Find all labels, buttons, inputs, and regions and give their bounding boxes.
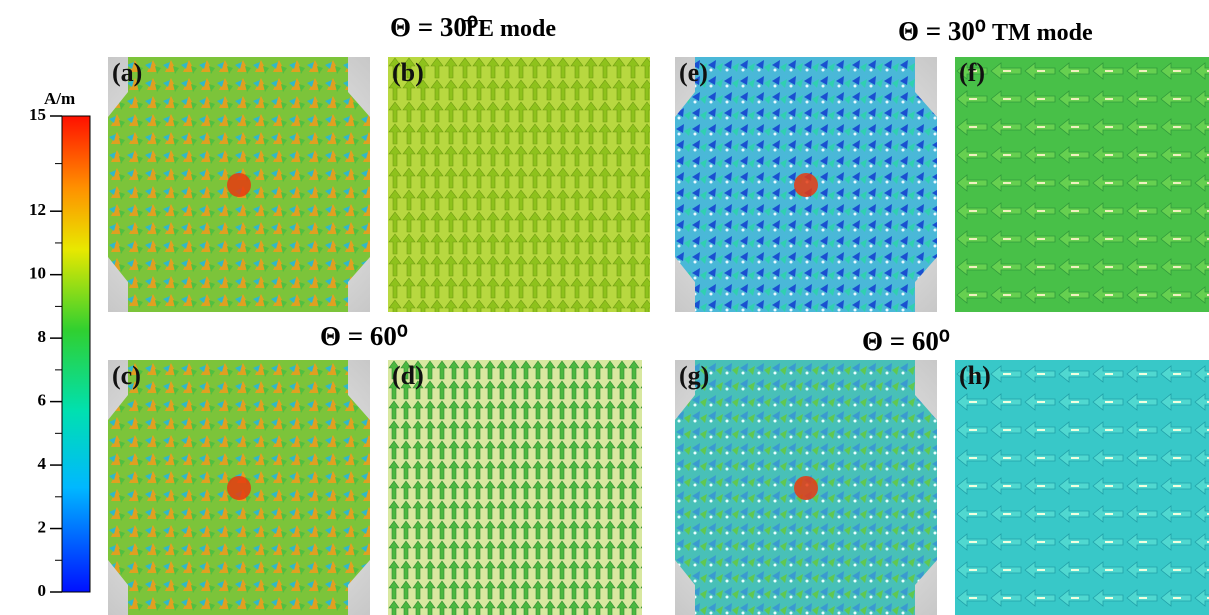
field-panel: (a) <box>108 57 370 312</box>
angle-heading: Θ = 60⁰ <box>320 321 408 351</box>
panel-label: (h) <box>959 361 991 390</box>
mode-heading: TM mode <box>992 20 1093 46</box>
field-arrows <box>388 57 650 312</box>
panel-label: (d) <box>392 361 424 390</box>
field-panel: (f) <box>955 57 1209 312</box>
field-panel: (d) <box>388 360 642 615</box>
colorbar-tick-label: 15 <box>29 105 46 124</box>
angle-heading: Θ = 30⁰ <box>898 16 986 46</box>
colorbar-tick-label: 2 <box>38 517 47 536</box>
page: {"headings": {"top_left": {"angle": "Θ =… <box>0 0 1209 615</box>
mode-heading: TE mode <box>462 16 556 42</box>
hotspot <box>794 476 818 500</box>
colorbar-tick-label: 0 <box>38 581 47 600</box>
panel-label: (g) <box>679 361 709 390</box>
panel-label: (c) <box>112 361 141 390</box>
colorbar-tick-label: 8 <box>38 327 47 346</box>
field-arrows <box>388 360 642 615</box>
colorbar-unit: A/m <box>44 89 75 108</box>
angle-heading: Θ = 60⁰ <box>862 326 950 356</box>
colorbar-ticks: 0 2 4 6 8 10 12 15 <box>29 105 62 600</box>
colorbar <box>62 116 90 592</box>
colorbar-tick-label: 6 <box>38 391 47 410</box>
panels: (a) (b) (c) (d) (e) (f) (g) (h) <box>108 57 1209 615</box>
hotspot <box>227 173 251 197</box>
field-panel: (g) <box>675 360 937 615</box>
colorbar-tick-label: 12 <box>29 200 46 219</box>
panel-label: (f) <box>959 58 985 87</box>
panel-label: (b) <box>392 58 424 87</box>
panel-label: (a) <box>112 58 142 87</box>
field-panel: (b) <box>388 57 650 312</box>
hotspot <box>227 476 251 500</box>
panel-label: (e) <box>679 58 708 87</box>
figure: Θ = 30⁰ TE mode Θ = 30⁰ TM mode Θ = 60⁰ … <box>0 0 1209 615</box>
colorbar-tick-label: 4 <box>38 454 47 473</box>
field-arrows <box>955 360 1209 615</box>
field-panel: (h) <box>955 360 1209 615</box>
field-panel: (c) <box>108 360 370 615</box>
colorbar-tick-label: 10 <box>29 264 46 283</box>
hotspot <box>794 173 818 197</box>
field-arrows <box>955 57 1209 312</box>
field-panel: (e) <box>675 57 937 312</box>
